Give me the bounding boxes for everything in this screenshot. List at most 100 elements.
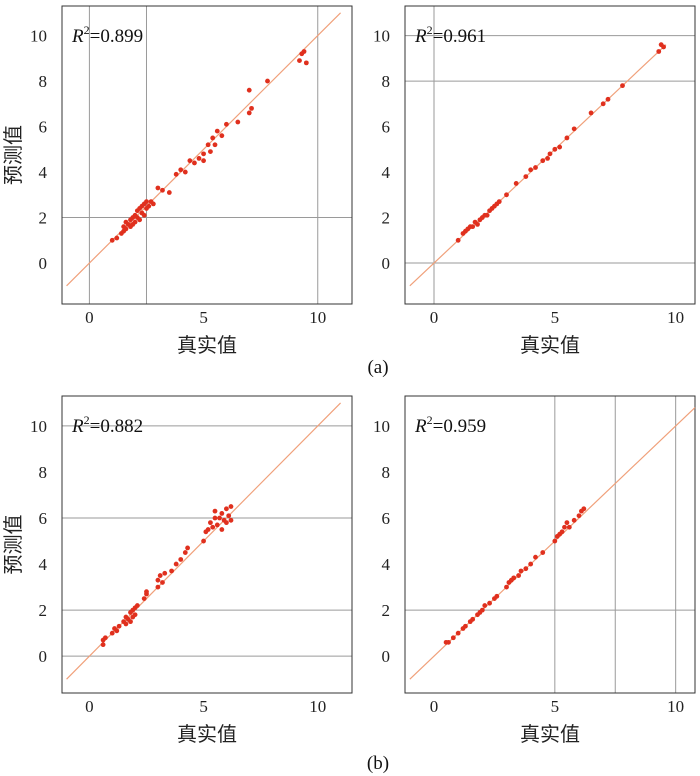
data-point: [545, 156, 550, 161]
data-point: [192, 160, 197, 166]
data-point: [571, 517, 577, 523]
scatter-panel-3: 0 5 10 0 2 4 6 8 10 真实值 预测值 R2=0.882: [1, 395, 353, 746]
data-point: [540, 550, 546, 555]
data-point: [226, 513, 232, 519]
data-point: [182, 169, 188, 175]
data-point: [212, 508, 218, 514]
data-point: [102, 635, 108, 641]
y-tick-label: 10: [373, 417, 390, 436]
data-point: [299, 51, 305, 57]
data-point: [160, 580, 165, 585]
data-point: [178, 557, 184, 562]
data-point: [144, 589, 149, 595]
data-point: [235, 119, 241, 125]
scatter-panel-1: 0 5 10 0 2 4 6 8 10 真实值 预测值 R2=0.899: [1, 5, 353, 357]
data-point: [620, 83, 625, 89]
x-tick-label: 5: [551, 697, 560, 716]
data-point: [455, 630, 461, 636]
data-point: [141, 212, 147, 218]
data-point: [178, 167, 184, 173]
y-tick-label: 6: [39, 509, 48, 528]
data-point: [128, 619, 133, 625]
data-point: [564, 520, 570, 526]
data-point: [547, 151, 553, 157]
data-point: [557, 144, 563, 150]
data-point: [246, 110, 252, 116]
y-tick-label: 10: [30, 27, 47, 46]
data-point: [155, 185, 161, 191]
data-point: [511, 575, 517, 581]
x-tick-label: 0: [430, 697, 439, 716]
data-point: [571, 126, 577, 132]
data-point: [504, 192, 509, 198]
y-tick-label: 8: [382, 72, 391, 91]
y-tick-label: 0: [39, 254, 48, 273]
data-point: [162, 570, 168, 576]
data-point: [187, 158, 193, 164]
r-squared-annotation: R2=0.899: [71, 23, 143, 47]
y-tick-label: 2: [382, 209, 391, 228]
x-tick-label: 5: [199, 308, 208, 327]
data-point: [217, 515, 222, 521]
y-tick-label: 8: [39, 72, 48, 91]
data-point: [114, 235, 120, 241]
data-point: [605, 96, 611, 102]
data-point: [528, 167, 534, 173]
data-point: [123, 621, 129, 627]
data-point: [144, 199, 149, 205]
data-point: [100, 642, 106, 648]
data-point: [479, 607, 485, 613]
data-point: [212, 142, 218, 148]
y-axis-label: 预测值: [1, 125, 25, 185]
data-point: [157, 573, 163, 578]
data-point: [661, 44, 666, 50]
y-tick-label: 2: [39, 209, 48, 228]
data-point: [540, 158, 546, 164]
data-point: [160, 187, 165, 193]
data-point: [513, 181, 519, 186]
data-point: [528, 561, 534, 567]
x-tick-label: 0: [430, 308, 439, 327]
data-point: [303, 60, 309, 66]
y-tick-label: 6: [382, 118, 391, 137]
data-point: [455, 237, 461, 243]
data-point: [201, 158, 206, 164]
x-tick-label: 5: [199, 697, 208, 716]
data-point: [208, 520, 213, 526]
data-point: [600, 101, 606, 107]
data-point: [470, 616, 476, 622]
x-tick-label: 0: [85, 308, 94, 327]
data-point: [297, 58, 302, 63]
x-tick-label: 5: [551, 308, 560, 327]
data-point: [523, 174, 529, 180]
data-point: [228, 517, 234, 523]
data-point: [487, 600, 492, 606]
plot-frame: [404, 395, 696, 694]
x-tick-label: 0: [85, 697, 94, 716]
data-point: [224, 520, 229, 526]
data-point: [173, 171, 179, 177]
data-point: [134, 603, 140, 608]
caption-a: (a): [367, 357, 388, 378]
data-point: [109, 237, 115, 243]
data-point: [494, 593, 500, 599]
data-point: [533, 165, 538, 170]
data-point: [201, 151, 206, 157]
y-tick-label: 4: [39, 163, 48, 182]
plot-frame: [404, 5, 696, 305]
r-squared-annotation: R2=0.882: [71, 413, 143, 437]
data-point: [656, 49, 662, 54]
data-point: [516, 573, 521, 578]
data-point: [518, 568, 524, 574]
y-tick-label: 4: [382, 163, 391, 182]
y-tick-label: 4: [382, 555, 391, 574]
data-point: [201, 538, 206, 544]
y-tick-label: 0: [382, 254, 391, 273]
x-axis-label: 真实值: [177, 333, 237, 357]
data-point: [219, 133, 225, 139]
y-tick-label: 2: [382, 601, 391, 620]
data-point: [214, 128, 220, 134]
data-point: [208, 149, 213, 154]
y-tick-label: 0: [382, 647, 391, 666]
y-tick-label: 6: [382, 509, 391, 528]
